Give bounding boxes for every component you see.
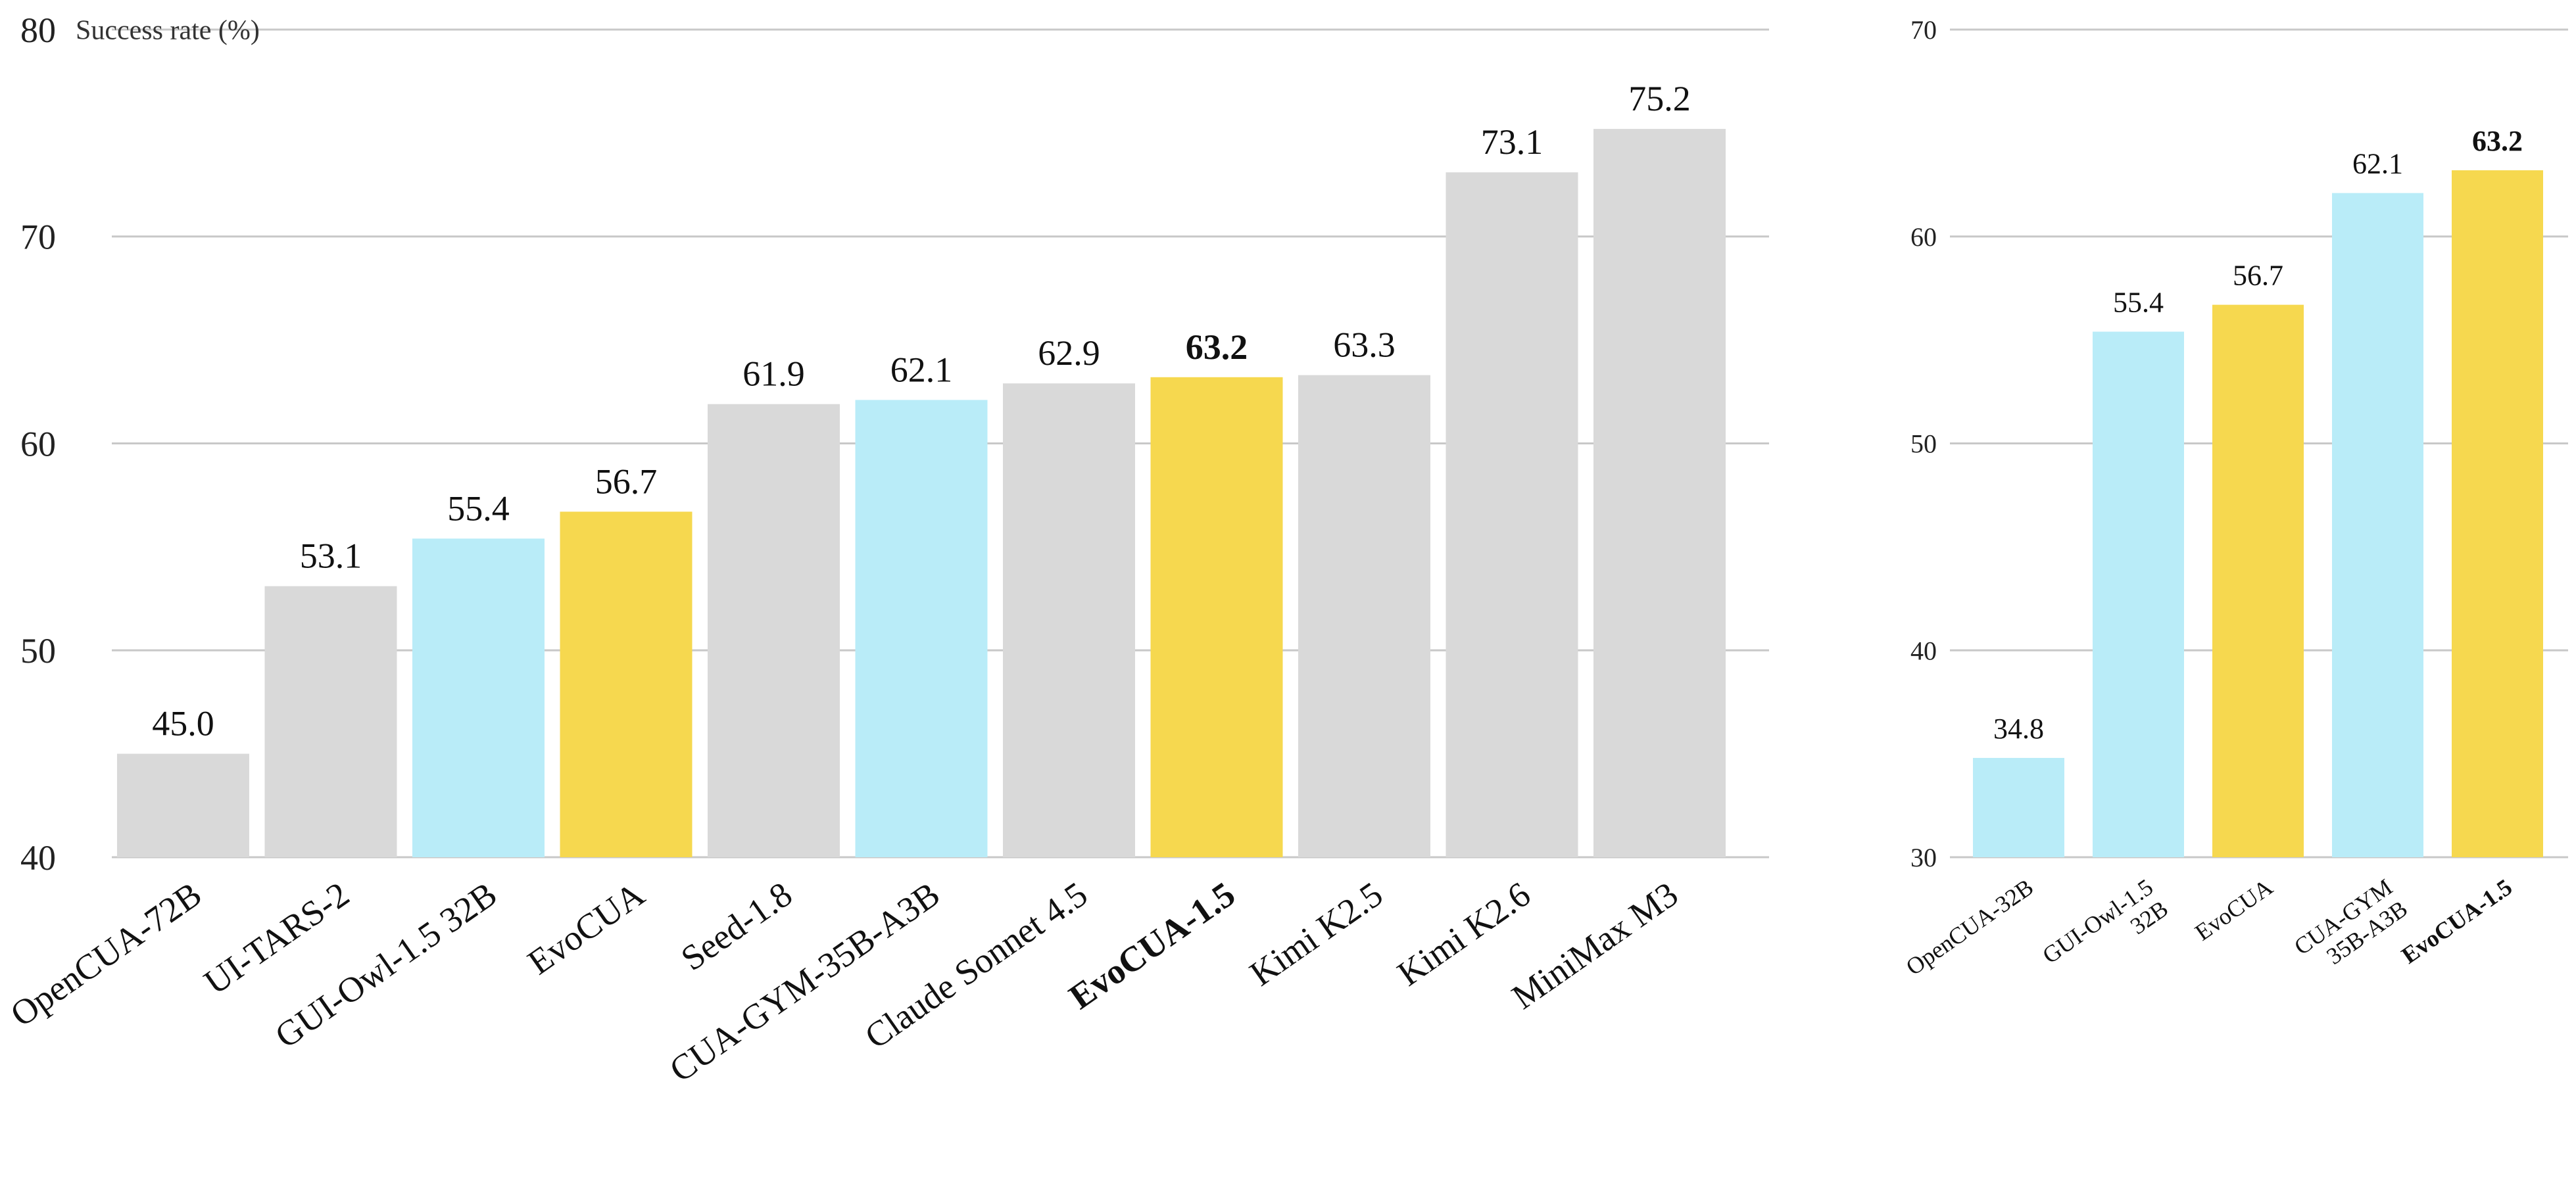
left-y-tick-label: 50 <box>20 631 56 671</box>
left-y-tick-label: 70 <box>20 218 56 257</box>
right-category-label: EvoCUA-1.5 <box>2396 874 2517 969</box>
right-category-label: EvoCUA <box>2190 874 2277 946</box>
right-bar-value-label: 56.7 <box>2233 260 2283 292</box>
left-bar-value-label: 53.1 <box>300 536 362 576</box>
left-bar <box>708 404 840 857</box>
left-bar-value-label: 56.7 <box>595 461 658 501</box>
left-bar <box>412 538 545 857</box>
right-bar-value-label: 34.8 <box>1993 713 2044 745</box>
left-bar-value-label: 62.9 <box>1038 333 1100 373</box>
left-category-label: Seed-1.8 <box>674 874 799 978</box>
left-y-axis-label: Success rate (%) <box>76 16 260 46</box>
left-bar-value-label: 61.9 <box>742 354 805 394</box>
right-category-label: OpenCUA-32B <box>1901 874 2038 980</box>
left-bar <box>1298 375 1430 857</box>
left-bar <box>117 753 249 857</box>
right-y-tick-label: 30 <box>1910 843 1937 872</box>
left-bar-value-label: 45.0 <box>152 704 214 743</box>
right-category-label: GUI-Owl-1.532B <box>2037 874 2173 990</box>
left-category-label: MiniMax M3 <box>1505 874 1685 1017</box>
left-category-label: Kimi K2.6 <box>1390 874 1538 994</box>
left-bar <box>1150 377 1283 857</box>
right-bar-value-label: 63.2 <box>2472 125 2523 157</box>
right-bar <box>2093 331 2184 857</box>
left-y-tick-label: 40 <box>20 838 56 878</box>
left-category-label: CUA-GYM-35B-A3B <box>662 874 947 1090</box>
right-y-tick-label: 60 <box>1910 222 1937 252</box>
left-y-tick-label: 60 <box>20 424 56 463</box>
left-bar <box>560 511 693 857</box>
left-category-label: Kimi K2.5 <box>1243 874 1390 994</box>
right-bar <box>1973 757 2064 857</box>
left-bar-value-label: 73.1 <box>1481 122 1543 162</box>
left-bar-value-label: 55.4 <box>447 488 510 528</box>
left-bar-chart: 40 50 60 70 80 Success rate (%) 45.0 OpenCUA-72… <box>3 11 1769 1090</box>
left-y-tick-label: 80 <box>20 11 56 50</box>
left-bar-value-label: 75.2 <box>1628 79 1691 118</box>
left-bar <box>1593 129 1726 858</box>
left-category-label: OpenCUA-72B <box>3 874 208 1035</box>
left-bar <box>264 586 397 857</box>
left-bar <box>855 400 988 857</box>
left-category-label: EvoCUA <box>521 874 652 982</box>
right-bar <box>2332 193 2423 858</box>
left-bar-value-label: 62.1 <box>890 350 953 389</box>
left-bar <box>1003 383 1135 857</box>
right-bar-value-label: 55.4 <box>2113 287 2164 319</box>
left-bar-value-label: 63.3 <box>1333 325 1396 365</box>
left-category-label: EvoCUA-1.5 <box>1062 874 1242 1017</box>
right-bar-chart: 30 40 50 60 70 34.8 OpenCUA-32B 55.4 GUI-Owl-1.5… <box>1901 15 2568 990</box>
right-y-tick-label: 50 <box>1910 429 1937 459</box>
left-bar-value-label: 63.2 <box>1186 327 1248 367</box>
left-bar <box>1446 172 1578 857</box>
right-bar <box>2212 304 2304 857</box>
right-bar-value-label: 62.1 <box>2352 148 2403 180</box>
right-bar <box>2452 170 2543 857</box>
right-category-label: CUA-GYM35B-A3B <box>2289 874 2412 981</box>
right-y-tick-label: 70 <box>1910 15 1937 45</box>
right-y-tick-label: 40 <box>1910 636 1937 665</box>
